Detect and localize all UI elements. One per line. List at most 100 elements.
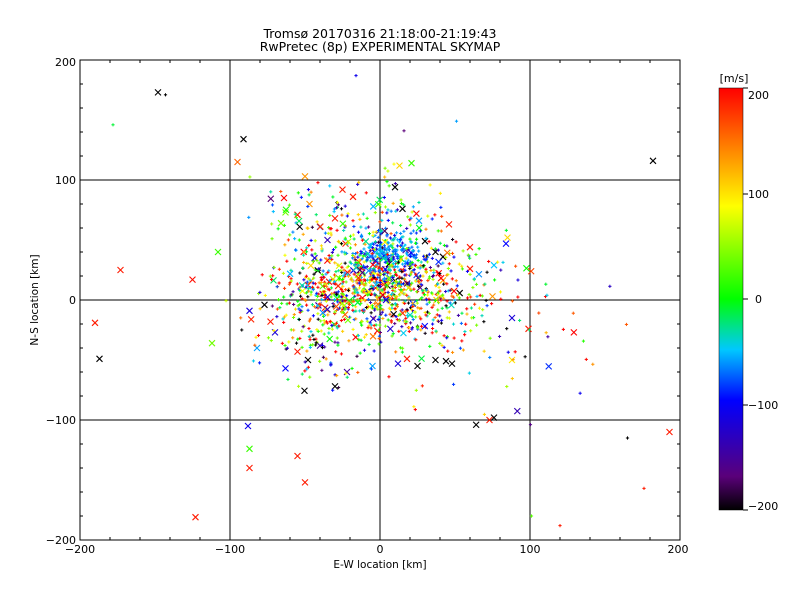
cloud-point [390,334,394,338]
cloud-point [270,237,274,241]
cloud-point [371,274,375,278]
cloud-point [467,293,471,297]
cloud-point [327,326,331,331]
cloud-point [434,329,438,333]
cloud-point [387,247,392,252]
cloud-point [367,280,371,284]
cloud-point [301,325,305,329]
cloud-point [382,296,390,304]
cloud-point [336,253,340,257]
cloud-point [344,280,348,284]
data-point-cross [282,365,289,372]
cloud-point [424,236,428,240]
cloud-point [347,302,352,307]
cloud-point [410,327,414,331]
cloud-point [389,209,393,213]
cloud-point [456,313,461,317]
cloud-point [314,293,318,297]
cloud-point [366,225,371,229]
cloud-point [408,237,412,241]
cloud-point [395,208,400,212]
cloud-point [465,312,469,316]
cloud-point [379,291,387,299]
cloud-point [390,263,394,267]
cloud-point [383,205,388,209]
cloud-point [400,308,404,312]
cloud-point [396,260,400,264]
cloud-point [316,269,320,273]
cloud-point [497,334,502,339]
cloud-point [405,226,409,231]
x-axis-title: E-W location [km] [333,559,426,571]
cloud-point [305,349,309,353]
cloud-point [357,180,361,184]
cloud-point [315,258,319,263]
cloud-point [330,327,334,331]
cloud-point [254,335,258,339]
cloud-point [281,317,285,321]
cloud-point [323,321,327,325]
cloud-point [269,338,273,343]
cloud-point [416,284,421,288]
cloud-point [297,317,301,322]
cloud-point [492,278,497,282]
cloud-point [340,213,344,217]
cloud-point [366,326,370,330]
cloud-point [501,260,505,264]
cloud-point [397,329,401,333]
cloud-point [499,297,503,301]
colorbar-label-minus100: −100 [748,399,778,412]
cloud-point [289,268,293,272]
cloud-point [336,203,340,207]
cloud-point [312,337,316,342]
cloud-point [287,301,292,305]
cloud-point [444,255,448,260]
cloud-point [377,342,381,346]
colorbar-label-100: 100 [748,188,769,201]
cloud-point [331,388,335,392]
cloud-point [321,323,325,327]
cloud-point [355,251,359,255]
cloud-point [419,260,423,264]
cloud-point [387,259,391,263]
cloud-point [405,313,409,318]
cloud-point [267,195,275,203]
cloud-point [427,311,431,316]
cloud-point [369,323,373,327]
cloud-point [391,249,395,253]
cloud-point [319,244,324,248]
cloud-point [323,231,328,235]
cloud-point [316,181,320,185]
cloud-point [286,270,294,278]
cloud-point [334,308,339,313]
cloud-point [367,342,371,347]
cloud-point [425,260,430,264]
cloud-point [443,249,451,257]
cloud-point [362,260,366,264]
cloud-point [306,226,310,230]
cloud-point [352,295,356,300]
colorbar-label-0: 0 [755,293,762,306]
cloud-point [407,329,411,334]
cloud-point [298,310,302,314]
cloud-point [344,371,348,375]
data-point-cross [261,301,268,309]
cloud-point [394,315,398,319]
x-tick-label-minus100: −100 [215,543,245,556]
data-point-cross [666,428,673,436]
cloud-point [393,236,397,240]
cloud-point [400,350,404,354]
cloud-point [319,319,323,323]
cloud-point [372,271,377,275]
cloud-point [450,287,458,295]
cloud-point [224,299,228,303]
cloud-point [331,248,336,252]
cloud-point [364,305,369,310]
cloud-point [283,253,287,257]
cloud-point [431,318,435,322]
cloud-point [430,322,435,326]
cloud-point [333,340,337,344]
cloud-point [397,319,401,323]
cloud-point [362,298,367,302]
cloud-point [453,301,458,305]
